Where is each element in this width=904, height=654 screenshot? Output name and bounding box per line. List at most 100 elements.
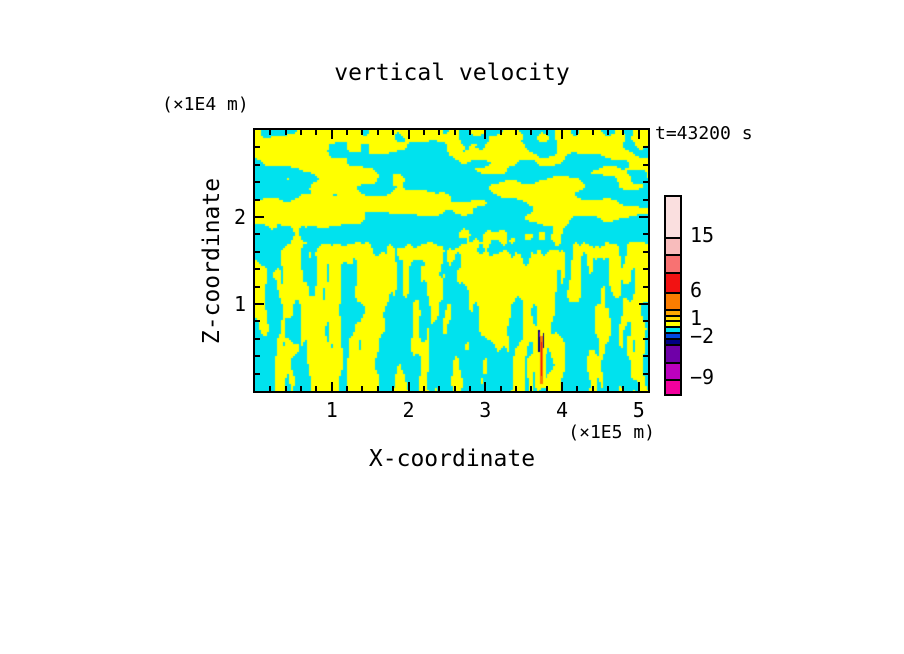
y-minor-tick xyxy=(643,372,648,375)
y-minor-tick xyxy=(643,268,648,271)
x-minor-tick xyxy=(438,386,441,391)
x-minor-tick xyxy=(468,386,471,391)
y-axis-units-label: (×1E4 m) xyxy=(162,94,249,115)
colorbar-level-label: 15 xyxy=(690,223,715,247)
x-minor-tick xyxy=(315,130,318,135)
x-major-tick xyxy=(637,382,640,391)
x-minor-tick xyxy=(300,130,303,135)
x-minor-tick xyxy=(622,386,625,391)
colorbar-level-label: 1 xyxy=(690,306,703,330)
y-major-tick xyxy=(255,216,264,218)
colorbar-segment-salmon xyxy=(666,254,680,272)
y-minor-tick xyxy=(255,198,260,201)
x-minor-tick xyxy=(392,386,395,391)
y-minor-tick xyxy=(255,163,260,166)
x-tick-label: 2 xyxy=(402,398,415,422)
x-minor-tick xyxy=(269,130,272,135)
y-axis-title: Z-coordinate xyxy=(199,177,225,345)
x-major-tick xyxy=(561,382,564,391)
y-minor-tick xyxy=(255,233,260,236)
x-minor-tick xyxy=(514,130,517,135)
colorbar-level-label: 6 xyxy=(690,278,703,302)
colorbar-segment-navy xyxy=(666,338,680,344)
colorbar xyxy=(664,195,682,396)
x-minor-tick xyxy=(453,386,456,391)
x-minor-tick xyxy=(530,130,533,135)
y-minor-tick xyxy=(255,355,260,358)
y-minor-tick xyxy=(255,146,260,149)
y-minor-tick xyxy=(255,250,260,253)
x-minor-tick xyxy=(346,386,349,391)
y-minor-tick xyxy=(255,181,260,184)
x-minor-tick xyxy=(576,386,579,391)
y-minor-tick xyxy=(643,198,648,201)
x-minor-tick xyxy=(300,386,303,391)
colorbar-segment-cyan xyxy=(666,326,680,332)
x-minor-tick xyxy=(438,130,441,135)
x-minor-tick xyxy=(607,130,610,135)
x-tick-label: 5 xyxy=(632,398,645,422)
x-major-tick xyxy=(330,382,333,391)
y-major-tick xyxy=(255,303,264,305)
colorbar-segment-very-light-pink xyxy=(666,197,680,237)
y-major-tick xyxy=(639,216,648,218)
x-minor-tick xyxy=(376,386,379,391)
x-axis-title: X-coordinate xyxy=(368,446,536,472)
colorbar-segment-yellow xyxy=(666,320,680,326)
y-minor-tick xyxy=(255,320,260,323)
colorbar-segment-light-pink xyxy=(666,237,680,254)
x-minor-tick xyxy=(514,386,517,391)
colorbar-segment-gold xyxy=(666,315,680,320)
x-minor-tick xyxy=(622,130,625,135)
x-axis-units-label: (×1E5 m) xyxy=(568,422,655,443)
x-major-tick xyxy=(484,382,487,391)
x-minor-tick xyxy=(545,130,548,135)
x-major-tick xyxy=(637,130,640,139)
y-minor-tick xyxy=(255,285,260,288)
x-minor-tick xyxy=(453,130,456,135)
y-minor-tick xyxy=(643,320,648,323)
colorbar-segment-red xyxy=(666,272,680,292)
x-minor-tick xyxy=(315,386,318,391)
y-minor-tick xyxy=(255,268,260,271)
x-minor-tick xyxy=(284,386,287,391)
y-minor-tick xyxy=(643,146,648,149)
x-tick-label: 3 xyxy=(479,398,492,422)
x-minor-tick xyxy=(545,386,548,391)
x-major-tick xyxy=(407,130,410,139)
y-minor-tick xyxy=(643,250,648,253)
y-minor-tick xyxy=(643,163,648,166)
colorbar-segment-light-orange xyxy=(666,309,680,315)
x-minor-tick xyxy=(591,386,594,391)
y-minor-tick xyxy=(643,233,648,236)
x-minor-tick xyxy=(392,130,395,135)
x-minor-tick xyxy=(346,130,349,135)
colorbar-level-label: −9 xyxy=(690,365,715,389)
x-tick-label: 4 xyxy=(556,398,569,422)
x-major-tick xyxy=(330,130,333,139)
x-minor-tick xyxy=(284,130,287,135)
x-minor-tick xyxy=(576,130,579,135)
x-minor-tick xyxy=(376,130,379,135)
plot-frame xyxy=(253,128,650,393)
colorbar-segment-magenta-purple xyxy=(666,362,680,379)
y-minor-tick xyxy=(643,181,648,184)
x-minor-tick xyxy=(422,130,425,135)
x-minor-tick xyxy=(499,386,502,391)
y-tick-label: 1 xyxy=(233,292,246,316)
chart-title: vertical velocity xyxy=(334,60,570,86)
x-minor-tick xyxy=(530,386,533,391)
x-minor-tick xyxy=(468,130,471,135)
y-minor-tick xyxy=(643,337,648,340)
y-minor-tick xyxy=(643,285,648,288)
colorbar-segment-magenta xyxy=(666,379,680,394)
x-major-tick xyxy=(407,382,410,391)
x-minor-tick xyxy=(607,386,610,391)
y-minor-tick xyxy=(643,355,648,358)
colorbar-level-label: −2 xyxy=(690,324,715,348)
y-tick-label: 2 xyxy=(233,205,246,229)
colorbar-segment-blue xyxy=(666,332,680,338)
x-minor-tick xyxy=(499,130,502,135)
x-major-tick xyxy=(484,130,487,139)
